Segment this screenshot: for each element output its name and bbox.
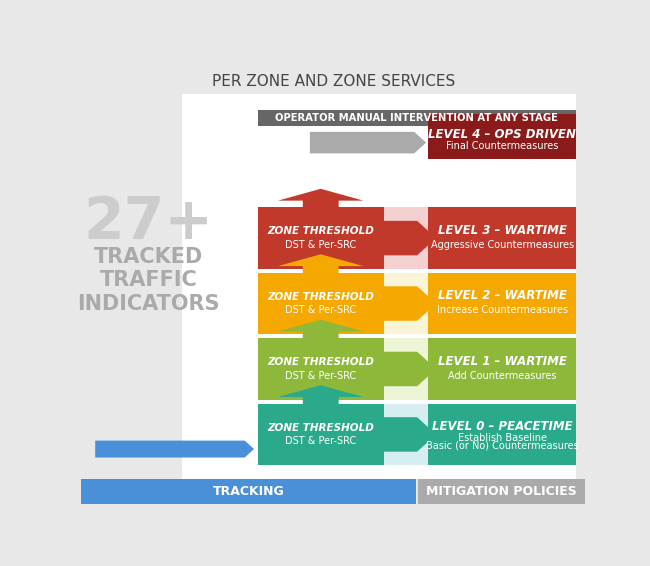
Text: 27+: 27+ bbox=[84, 194, 214, 251]
Text: DST & Per-SRC: DST & Per-SRC bbox=[285, 371, 356, 381]
Text: LEVEL 4 – OPS DRIVEN: LEVEL 4 – OPS DRIVEN bbox=[428, 128, 576, 140]
Bar bbox=[258, 207, 384, 269]
Bar bbox=[428, 404, 576, 465]
Text: ZONE THRESHOLD: ZONE THRESHOLD bbox=[267, 357, 374, 367]
Bar bbox=[258, 338, 384, 400]
Polygon shape bbox=[377, 221, 436, 255]
Polygon shape bbox=[377, 417, 436, 452]
Bar bbox=[258, 273, 384, 335]
Polygon shape bbox=[95, 440, 254, 457]
Text: ZONE THRESHOLD: ZONE THRESHOLD bbox=[267, 291, 374, 302]
Polygon shape bbox=[278, 189, 363, 213]
Text: LEVEL 2 – WARTIME: LEVEL 2 – WARTIME bbox=[437, 289, 567, 302]
Text: LEVEL 3 – WARTIME: LEVEL 3 – WARTIME bbox=[437, 224, 567, 237]
Polygon shape bbox=[377, 351, 436, 386]
Text: OPERATOR MANUAL INTERVENTION AT ANY STAGE: OPERATOR MANUAL INTERVENTION AT ANY STAG… bbox=[276, 113, 558, 123]
Polygon shape bbox=[310, 132, 426, 153]
Text: LEVEL 0 – PEACETIME: LEVEL 0 – PEACETIME bbox=[432, 420, 573, 433]
Polygon shape bbox=[278, 320, 363, 344]
Text: Increase Countermeasures: Increase Countermeasures bbox=[437, 306, 567, 315]
Bar bbox=[384, 207, 428, 269]
Text: PER ZONE AND ZONE SERVICES: PER ZONE AND ZONE SERVICES bbox=[211, 74, 455, 88]
Bar bbox=[81, 68, 585, 94]
Bar bbox=[384, 404, 428, 465]
Polygon shape bbox=[278, 385, 363, 410]
Bar bbox=[428, 114, 576, 159]
Bar bbox=[182, 94, 576, 479]
Text: Establish Baseline: Establish Baseline bbox=[458, 432, 547, 443]
Bar bbox=[417, 479, 585, 504]
Text: INDICATORS: INDICATORS bbox=[77, 294, 220, 314]
Polygon shape bbox=[377, 286, 436, 321]
Text: DST & Per-SRC: DST & Per-SRC bbox=[285, 436, 356, 447]
Bar bbox=[81, 479, 416, 504]
Text: LEVEL 1 – WARTIME: LEVEL 1 – WARTIME bbox=[437, 355, 567, 368]
Bar bbox=[428, 273, 576, 335]
Bar bbox=[258, 109, 576, 126]
Text: MITIGATION POLICIES: MITIGATION POLICIES bbox=[426, 485, 577, 498]
Bar bbox=[428, 338, 576, 400]
Text: Add Countermeasures: Add Countermeasures bbox=[448, 371, 556, 381]
Text: ZONE THRESHOLD: ZONE THRESHOLD bbox=[267, 226, 374, 236]
Text: DST & Per-SRC: DST & Per-SRC bbox=[285, 306, 356, 315]
Text: TRAFFIC: TRAFFIC bbox=[100, 271, 198, 290]
Text: Basic (or No) Countermeasures: Basic (or No) Countermeasures bbox=[426, 441, 578, 451]
Bar bbox=[384, 273, 428, 335]
Polygon shape bbox=[278, 254, 363, 279]
Text: TRACKED: TRACKED bbox=[94, 247, 203, 267]
Bar bbox=[384, 338, 428, 400]
Text: ZONE THRESHOLD: ZONE THRESHOLD bbox=[267, 422, 374, 432]
Bar bbox=[258, 404, 384, 465]
Text: TRACKING: TRACKING bbox=[213, 485, 285, 498]
Bar bbox=[428, 207, 576, 269]
Text: Final Countermeasures: Final Countermeasures bbox=[446, 142, 558, 152]
Text: Aggressive Countermeasures: Aggressive Countermeasures bbox=[430, 240, 574, 250]
Text: DST & Per-SRC: DST & Per-SRC bbox=[285, 240, 356, 250]
